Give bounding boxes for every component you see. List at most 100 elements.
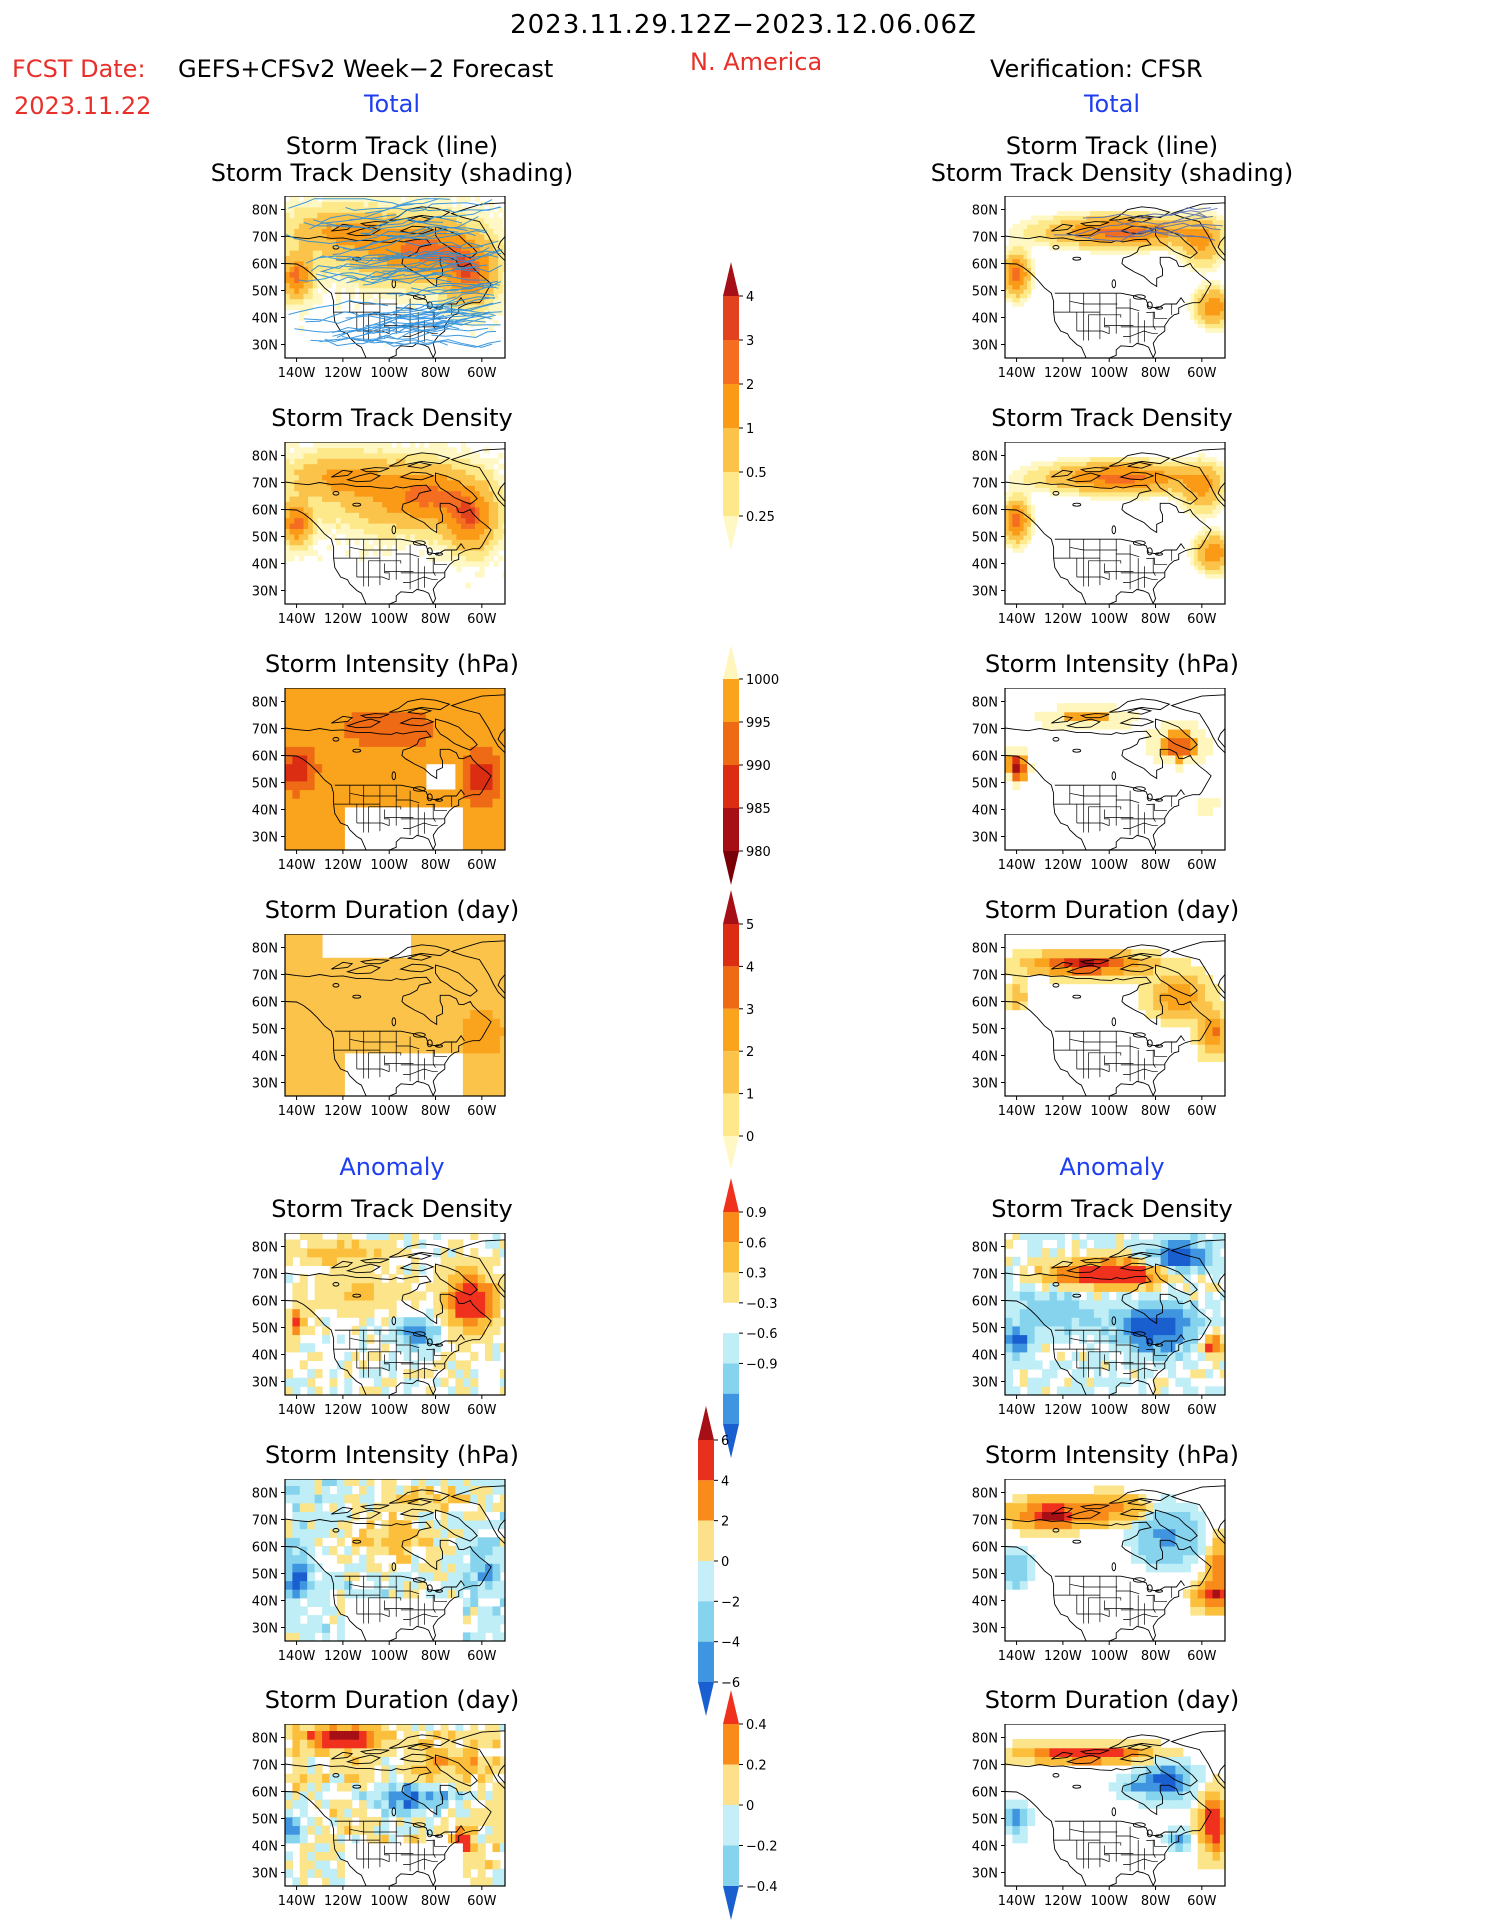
shading-cell — [456, 479, 462, 486]
shading-cell — [336, 1834, 345, 1844]
shading-cell — [329, 772, 338, 782]
shading-cell — [285, 1520, 293, 1530]
shading-cell — [354, 304, 360, 310]
shading-cell — [386, 474, 393, 481]
lake-outline — [412, 1331, 426, 1337]
shading-cell — [1008, 288, 1013, 294]
shading-cell — [329, 737, 338, 747]
shading-cell — [292, 806, 301, 816]
shading-cell — [400, 260, 406, 267]
shading-cell — [493, 304, 499, 310]
shading-cell — [292, 1300, 301, 1310]
shading-cell — [336, 1799, 345, 1809]
shading-cell — [292, 798, 301, 808]
shading-cell — [285, 1009, 293, 1019]
shading-cell — [499, 1239, 505, 1249]
shading-cell — [414, 539, 420, 546]
shading-cell — [462, 957, 471, 967]
shading-cell — [294, 298, 300, 305]
shading-cell — [396, 469, 402, 475]
shading-cell — [477, 1300, 486, 1310]
shading-cell — [1027, 271, 1032, 277]
shading-cell — [448, 1808, 456, 1818]
shading-cell — [349, 201, 355, 208]
shading-cell — [433, 975, 442, 985]
shading-cell — [1023, 219, 1028, 225]
shading-cell — [485, 1291, 494, 1301]
shading-cell — [344, 983, 353, 993]
shading-cell — [307, 1816, 316, 1827]
shading-cell — [492, 737, 501, 747]
shading-cell — [381, 975, 390, 985]
shading-cell — [470, 528, 476, 535]
shading-cell — [373, 1386, 382, 1395]
shading-cell — [428, 469, 434, 475]
shading-cell — [1019, 275, 1025, 281]
shading-cell — [314, 780, 323, 791]
shading-cell — [403, 1343, 412, 1353]
shading-cell — [314, 1868, 323, 1878]
shading-cell — [410, 212, 416, 219]
shading-cell — [336, 1842, 345, 1852]
shading-cell — [461, 539, 467, 546]
shading-cell — [414, 271, 420, 278]
shading-cell — [373, 442, 379, 448]
shading-cell — [479, 293, 485, 300]
shading-cell — [373, 1580, 382, 1590]
shading-cell — [336, 703, 345, 713]
island-outline — [331, 1260, 354, 1269]
shading-cell — [373, 1044, 382, 1054]
shading-cell — [451, 528, 457, 535]
shading-cell — [492, 1834, 501, 1844]
shading-cell — [492, 1009, 501, 1019]
shading-cell — [373, 1001, 382, 1011]
shading-cell — [351, 1773, 360, 1783]
shading-cell — [462, 763, 471, 773]
shading-cell — [329, 1274, 338, 1284]
shading-cell — [351, 729, 360, 739]
shading-cell — [298, 458, 305, 465]
shading-cell — [470, 824, 479, 834]
shading-cell — [442, 485, 448, 492]
shading-cell — [502, 228, 505, 235]
shading-cell — [437, 293, 443, 300]
shading-cell — [433, 1571, 442, 1582]
shading-cell — [345, 496, 351, 502]
shading-cell — [455, 949, 464, 959]
shading-cell — [396, 763, 405, 773]
shading-cell — [499, 1274, 505, 1284]
shading-cell — [470, 1724, 479, 1731]
shading-cell — [336, 1334, 345, 1344]
shading-cell — [462, 949, 471, 959]
shading-cell — [1042, 237, 1047, 242]
shading-cell — [336, 1528, 345, 1538]
shading-cell — [499, 1052, 505, 1062]
shading-cell — [477, 1868, 486, 1878]
shading-cell — [322, 1860, 331, 1870]
shading-cell — [351, 772, 360, 782]
shading-cell — [285, 957, 293, 967]
shading-cell — [298, 469, 305, 475]
shading-cell — [403, 1377, 412, 1387]
shading-cell — [1030, 284, 1036, 290]
shading-cell — [351, 1537, 360, 1547]
shading-cell — [474, 469, 481, 475]
storm-track — [363, 277, 452, 286]
shading-cell — [308, 250, 314, 256]
shading-cell — [451, 239, 457, 246]
shading-cell — [1012, 275, 1017, 281]
shading-cell — [1049, 241, 1054, 247]
shading-cell — [307, 755, 316, 765]
shading-cell — [299, 1580, 308, 1590]
shading-cell — [381, 1256, 390, 1266]
lake-outline — [332, 983, 340, 988]
shading-cell — [414, 287, 420, 294]
shading-cell — [470, 304, 476, 310]
shading-cell — [403, 1724, 412, 1731]
shading-cell — [331, 517, 337, 524]
shading-cell — [377, 206, 383, 213]
shading-cell — [298, 239, 305, 246]
shading-cell — [442, 517, 448, 524]
shading-cell — [462, 746, 471, 756]
shading-cell — [373, 496, 379, 502]
